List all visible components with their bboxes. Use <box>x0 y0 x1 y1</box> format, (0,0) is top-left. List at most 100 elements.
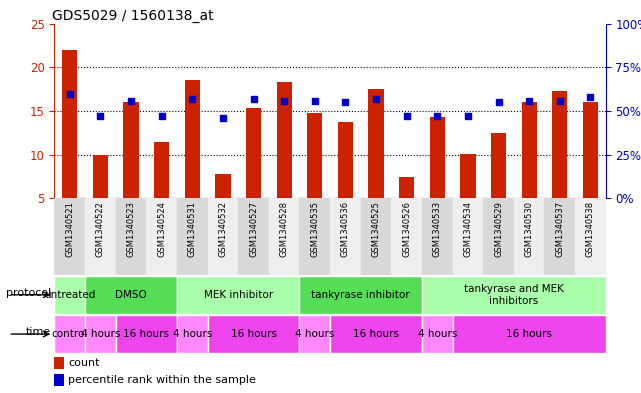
Bar <box>177 276 299 314</box>
Text: GSM1340537: GSM1340537 <box>555 201 564 257</box>
Bar <box>62 50 78 198</box>
Text: protocol: protocol <box>6 288 51 298</box>
Point <box>279 97 289 104</box>
Text: GSM1340538: GSM1340538 <box>586 201 595 257</box>
Text: 16 hours: 16 hours <box>231 329 276 339</box>
Bar <box>307 113 322 198</box>
Text: tankyrase and MEK
inhibitors: tankyrase and MEK inhibitors <box>464 284 564 305</box>
Text: GSM1340532: GSM1340532 <box>219 201 228 257</box>
Text: 4 hours: 4 hours <box>418 329 457 339</box>
Bar <box>338 121 353 198</box>
Point <box>401 113 412 119</box>
Bar <box>429 117 445 198</box>
Text: 16 hours: 16 hours <box>353 329 399 339</box>
Point <box>340 99 351 105</box>
Bar <box>453 315 606 353</box>
Text: GSM1340526: GSM1340526 <box>402 201 411 257</box>
Point <box>65 90 75 97</box>
Point <box>432 113 442 119</box>
Point <box>371 95 381 102</box>
Text: GSM1340536: GSM1340536 <box>341 201 350 257</box>
Text: 4 hours: 4 hours <box>81 329 120 339</box>
Point <box>524 97 535 104</box>
Bar <box>299 276 422 314</box>
Text: 16 hours: 16 hours <box>506 329 552 339</box>
Bar <box>544 198 575 275</box>
Bar <box>85 198 116 275</box>
Point <box>494 99 504 105</box>
Bar <box>154 141 169 198</box>
Bar <box>276 82 292 198</box>
Text: GSM1340529: GSM1340529 <box>494 201 503 257</box>
Bar <box>491 133 506 198</box>
Text: GSM1340521: GSM1340521 <box>65 201 74 257</box>
Bar <box>422 315 453 353</box>
Point <box>554 97 565 104</box>
Text: 16 hours: 16 hours <box>123 329 169 339</box>
Point <box>96 113 106 119</box>
Text: untreated: untreated <box>44 290 96 300</box>
Bar <box>460 154 476 198</box>
Text: GSM1340527: GSM1340527 <box>249 201 258 257</box>
Bar <box>208 315 299 353</box>
Text: time: time <box>26 327 51 337</box>
Bar <box>246 108 262 198</box>
Point <box>218 115 228 121</box>
Bar <box>124 102 138 198</box>
Bar <box>299 315 330 353</box>
Point <box>187 95 197 102</box>
Text: tankyrase inhibitor: tankyrase inhibitor <box>312 290 410 300</box>
Text: 4 hours: 4 hours <box>172 329 212 339</box>
Text: percentile rank within the sample: percentile rank within the sample <box>69 375 256 385</box>
Bar <box>54 357 64 369</box>
Bar <box>54 198 85 275</box>
Bar <box>177 315 208 353</box>
Point <box>585 94 595 100</box>
Text: GSM1340523: GSM1340523 <box>126 201 135 257</box>
Bar <box>552 91 567 198</box>
Bar <box>583 102 598 198</box>
Bar <box>116 198 146 275</box>
Bar <box>208 198 238 275</box>
Bar <box>361 198 392 275</box>
Text: MEK inhibitor: MEK inhibitor <box>204 290 273 300</box>
Text: GSM1340522: GSM1340522 <box>96 201 105 257</box>
Text: GSM1340534: GSM1340534 <box>463 201 472 257</box>
Bar <box>399 176 414 198</box>
Bar <box>54 374 64 386</box>
Bar <box>269 198 299 275</box>
Text: GSM1340528: GSM1340528 <box>279 201 288 257</box>
Bar <box>392 198 422 275</box>
Bar <box>514 198 544 275</box>
Text: GSM1340533: GSM1340533 <box>433 201 442 257</box>
Bar <box>177 198 208 275</box>
Bar <box>185 81 200 198</box>
Bar <box>369 89 384 198</box>
Bar <box>575 198 606 275</box>
Text: GSM1340525: GSM1340525 <box>372 201 381 257</box>
Bar <box>422 276 606 314</box>
Bar <box>422 198 453 275</box>
Bar <box>85 315 116 353</box>
Text: count: count <box>69 358 100 368</box>
Bar <box>116 315 177 353</box>
Point <box>156 113 167 119</box>
Text: GSM1340524: GSM1340524 <box>157 201 166 257</box>
Bar <box>299 198 330 275</box>
Text: 4 hours: 4 hours <box>295 329 335 339</box>
Bar <box>483 198 514 275</box>
Bar <box>215 174 231 198</box>
Bar <box>238 198 269 275</box>
Bar <box>453 198 483 275</box>
Text: DMSO: DMSO <box>115 290 147 300</box>
Point <box>249 95 259 102</box>
Point <box>463 113 473 119</box>
Bar <box>330 315 422 353</box>
Bar <box>54 276 85 314</box>
Text: GSM1340530: GSM1340530 <box>525 201 534 257</box>
Text: control: control <box>52 329 88 339</box>
Bar <box>330 198 361 275</box>
Bar <box>54 315 85 353</box>
Text: GSM1340531: GSM1340531 <box>188 201 197 257</box>
Text: GSM1340535: GSM1340535 <box>310 201 319 257</box>
